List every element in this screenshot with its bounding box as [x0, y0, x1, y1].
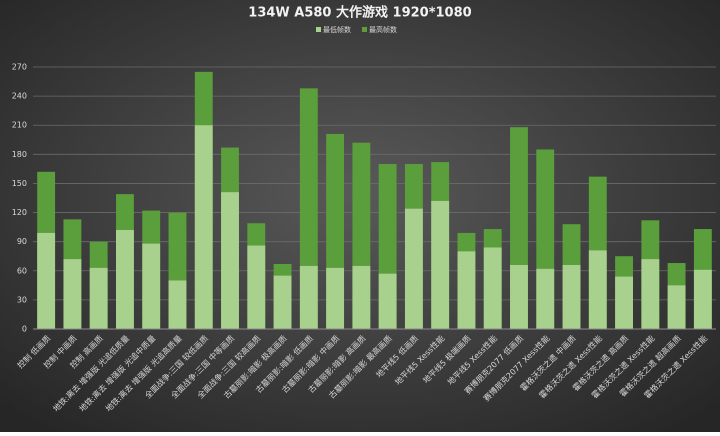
bar [89, 267, 108, 329]
bar [641, 259, 660, 329]
bar [194, 125, 213, 329]
y-tick-label: 180 [12, 150, 27, 159]
bar [510, 264, 528, 329]
y-tick-label: 150 [12, 179, 27, 188]
bar [352, 265, 371, 329]
y-tick-label: 60 [17, 266, 27, 275]
legend-swatch [316, 27, 321, 32]
bar [431, 200, 450, 329]
bar [168, 280, 187, 329]
bar [63, 259, 82, 329]
bar [247, 245, 266, 329]
y-tick-label: 90 [17, 237, 27, 246]
bar [299, 265, 318, 329]
legend-swatch [362, 27, 367, 32]
y-tick-label: 120 [12, 208, 27, 217]
y-tick-label: 240 [12, 92, 27, 101]
bar [693, 269, 712, 329]
bar [562, 264, 581, 329]
bar [667, 285, 686, 329]
chart-title: 134W A580 大作游戏 1920*1080 [248, 5, 471, 21]
bar [221, 192, 239, 329]
bar [378, 273, 397, 329]
bar [142, 243, 161, 329]
y-tick-label: 210 [12, 121, 27, 130]
bar [116, 230, 134, 329]
bar [588, 250, 607, 329]
bar [37, 232, 56, 329]
legend-label: 最低帧数 [323, 25, 351, 34]
y-tick-label: 0 [22, 325, 27, 334]
bar [273, 275, 292, 329]
bar [326, 267, 345, 329]
y-tick-label: 270 [12, 63, 27, 72]
bar [457, 251, 476, 329]
legend-label: 最高帧数 [369, 25, 397, 34]
bar [615, 276, 633, 329]
bar [483, 247, 502, 329]
bar [536, 268, 555, 329]
bar [404, 208, 423, 329]
y-tick-label: 30 [17, 295, 27, 304]
